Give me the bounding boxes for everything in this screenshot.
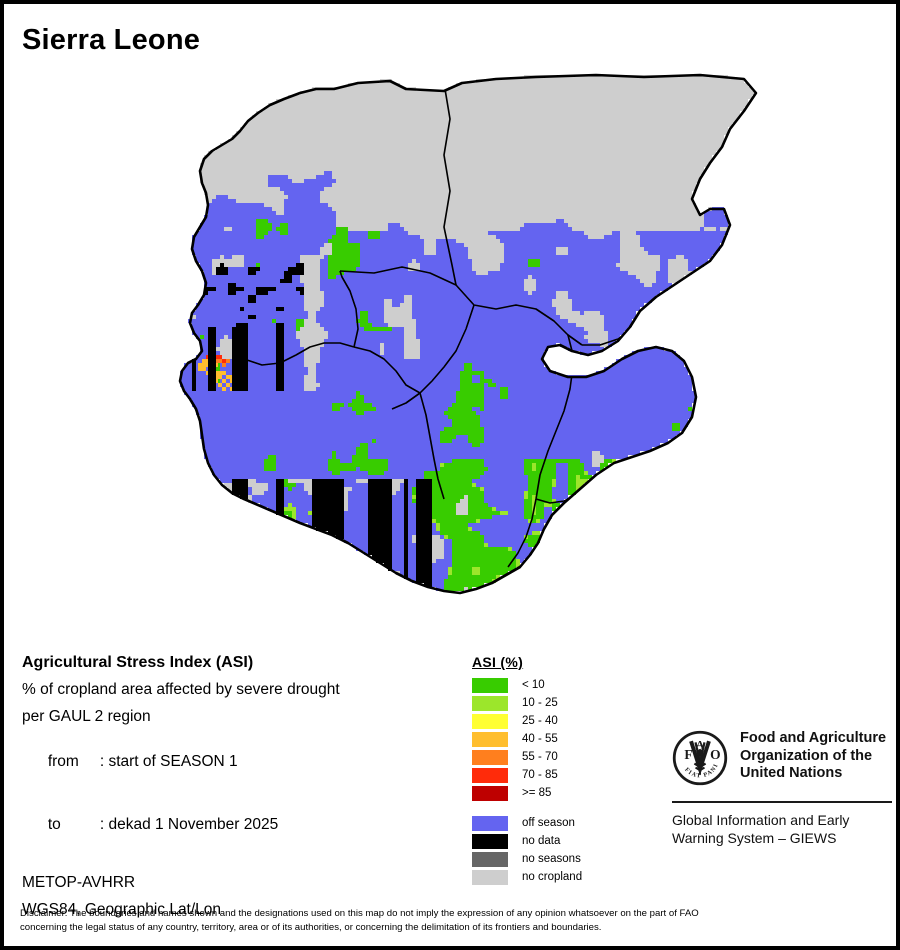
legend-status-swatch xyxy=(472,851,508,867)
legend-class-label: 40 - 55 xyxy=(522,733,558,745)
legend-asi-classes: < 10 10 - 25 25 - 40 40 - 55 55 - 70 70 - 85 >… xyxy=(472,676,632,802)
giews-line2: Warning System – GIEWS xyxy=(672,830,837,847)
legend-status-swatch xyxy=(472,815,508,831)
page-title: Sierra Leone xyxy=(22,24,201,56)
svg-text:O: O xyxy=(710,747,720,762)
info-subtitle-line1: % of cropland area affected by severe dr… xyxy=(22,681,340,698)
legend-status-classes: off season no data no seasons no cropland xyxy=(472,814,632,886)
legend-class-row: 40 - 55 xyxy=(472,730,632,748)
legend-class-swatch xyxy=(472,713,508,729)
fao-org-line3: United Nations xyxy=(740,765,843,782)
legend-class-row: 70 - 85 xyxy=(472,766,632,784)
legend-class-swatch xyxy=(472,749,508,765)
legend-status-swatch xyxy=(472,833,508,849)
legend-class-row: >= 85 xyxy=(472,784,632,802)
period-to-label: to xyxy=(47,816,61,833)
legend-status-row: no cropland xyxy=(472,868,632,886)
disclaimer-line1: Disclaimer: The boundaries and names sho… xyxy=(20,908,699,919)
legend-status-row: no seasons xyxy=(472,850,632,868)
svg-text:A: A xyxy=(696,738,705,751)
legend-class-row: 55 - 70 xyxy=(472,748,632,766)
legend-status-row: no data xyxy=(472,832,632,850)
info-projection: WGS84, Geographic Lat/Lon xyxy=(22,901,222,918)
legend-class-label: 10 - 25 xyxy=(522,697,558,709)
info-sensor: METOP-AVHRR xyxy=(22,874,136,891)
legend-class-swatch xyxy=(472,731,508,747)
fao-header: F A O FIAT PANIS Food and Agriculture Or… xyxy=(670,726,892,791)
fao-org-line1: Food and Agriculture xyxy=(740,730,887,746)
info-subtitle-line2: per GAUL 2 region xyxy=(22,708,151,725)
period-from-label: from xyxy=(47,753,79,770)
fao-branding: F A O FIAT PANIS Food and Agriculture Or… xyxy=(670,726,892,847)
legend-status-row: off season xyxy=(472,814,632,832)
map-figure xyxy=(144,59,764,629)
period-from-value: : start of SEASON 1 xyxy=(99,753,238,770)
legend-class-row: 10 - 25 xyxy=(472,694,632,712)
asi-map-canvas xyxy=(144,59,764,629)
disclaimer: Disclaimer: The boundaries and names sho… xyxy=(20,907,882,935)
period-to-value: : dekad 1 November 2025 xyxy=(99,816,279,833)
legend-class-label: 55 - 70 xyxy=(522,751,558,763)
disclaimer-line2: concerning the legal status of any count… xyxy=(20,921,602,933)
info-period-from: from : start of SEASON 1 xyxy=(22,735,452,789)
legend-class-label: 25 - 40 xyxy=(522,715,558,727)
giews-line1: Global Information and Early xyxy=(672,812,850,828)
legend-class-row: 25 - 40 xyxy=(472,712,632,730)
legend-title: ASI (%) xyxy=(472,654,524,670)
legend-class-swatch xyxy=(472,677,508,693)
legend-class-swatch xyxy=(472,695,508,711)
legend-class-swatch xyxy=(472,785,508,801)
legend-status-label: no data xyxy=(522,835,561,847)
legend-class-label: >= 85 xyxy=(522,787,552,799)
legend-status-label: off season xyxy=(522,817,575,829)
fao-org-line2: Organization of the xyxy=(740,747,873,764)
svg-text:F: F xyxy=(684,747,692,762)
map-legend: ASI (%) < 10 10 - 25 25 - 40 40 - 55 55 - 70… xyxy=(472,654,632,886)
info-period-to: to : dekad 1 November 2025 xyxy=(22,798,452,852)
legend-class-swatch xyxy=(472,767,508,783)
legend-status-label: no cropland xyxy=(522,871,583,883)
legend-class-row: < 10 xyxy=(472,676,632,694)
fao-divider xyxy=(672,801,892,803)
legend-class-label: 70 - 85 xyxy=(522,769,558,781)
legend-status-swatch xyxy=(472,869,508,885)
fao-logo-icon: F A O FIAT PANIS xyxy=(670,726,728,791)
legend-spacer xyxy=(472,802,632,814)
giews-name: Global Information and Early Warning Sys… xyxy=(672,811,892,847)
info-heading: Agricultural Stress Index (ASI) xyxy=(22,654,254,671)
legend-class-label: < 10 xyxy=(522,679,545,691)
fao-organization-name: Food and Agriculture Organization of the… xyxy=(740,730,886,783)
legend-status-label: no seasons xyxy=(522,853,581,865)
map-info-block: Agricultural Stress Index (ASI) % of cro… xyxy=(22,654,452,928)
